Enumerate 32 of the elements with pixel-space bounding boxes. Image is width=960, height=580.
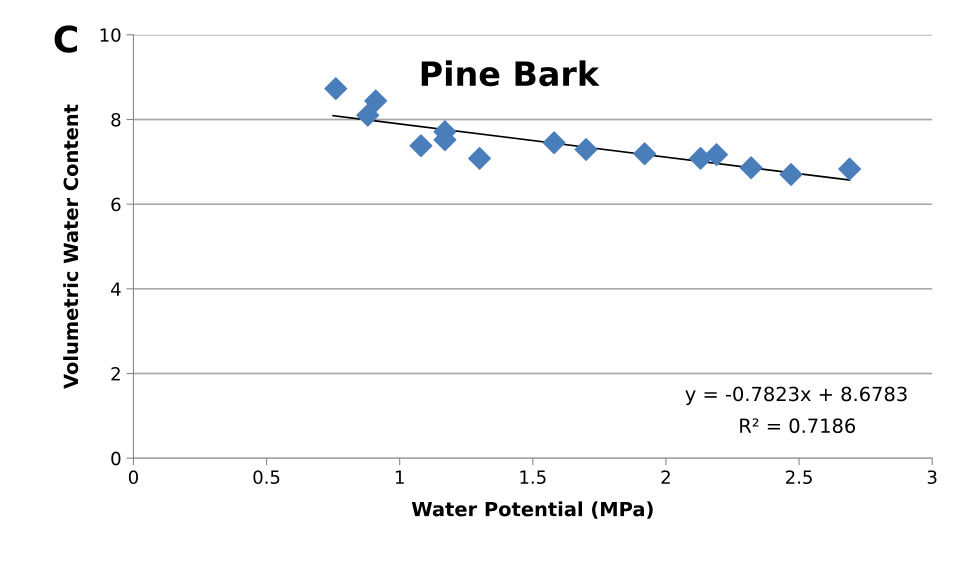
point (689, 146, 712, 170)
x-tick-label: 2 (662, 470, 670, 484)
annotation: y = -0.7823x + 8.6783 (685, 386, 907, 406)
point (356, 104, 380, 127)
point (574, 138, 598, 161)
y-tick-label: 10 (100, 28, 120, 42)
y-axis-title: Volumetric Water Content (63, 104, 78, 389)
y-tick-label: 4 (111, 282, 121, 296)
y-tick-label: 2 (111, 366, 120, 380)
point (740, 156, 763, 180)
x-tick-label: 1.5 (520, 470, 546, 484)
y-tick-label: 8 (111, 112, 120, 127)
point (410, 134, 432, 158)
x-tick-label: 3 (928, 470, 936, 484)
annotation: R² = 0.7186 (740, 418, 856, 434)
point (364, 89, 388, 112)
point (838, 158, 862, 180)
text: C (54, 25, 77, 53)
x-tick-label: 0 (128, 470, 138, 484)
y-tick-label: 6 (111, 198, 120, 212)
x-axis-title: Water Potential (MPa) (412, 501, 653, 519)
point (633, 142, 656, 166)
point (780, 163, 803, 186)
point (705, 143, 728, 166)
y-tick-label: 0 (111, 452, 120, 466)
point (468, 146, 492, 170)
x-tick-label: 0.5 (253, 470, 280, 484)
x-tick-label: 2.5 (786, 470, 812, 484)
text: Pine Bark (422, 60, 600, 86)
point (324, 77, 348, 100)
point (542, 131, 566, 154)
x-tick-label: 1 (396, 470, 404, 484)
